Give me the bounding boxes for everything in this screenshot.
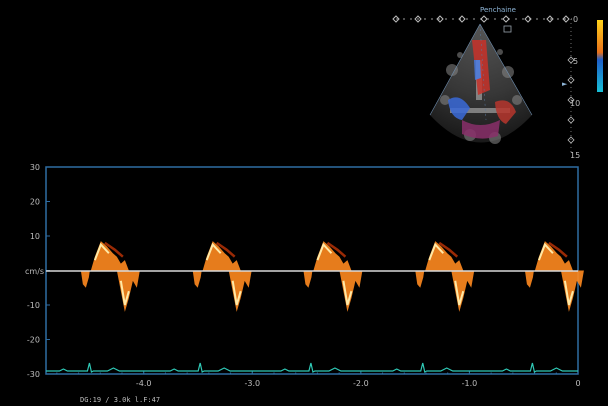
doppler-envelope: [524, 270, 534, 288]
velocity-tick-label: 10: [30, 232, 40, 241]
doppler-cycle: [524, 241, 584, 312]
doppler-fringe: [326, 241, 347, 258]
doppler-cycle: [80, 241, 140, 312]
velocity-unit-label: cm/s: [25, 267, 44, 276]
sample-volume-icon: [503, 25, 512, 33]
doppler-core: [93, 242, 130, 306]
time-axis: -4.0 -3.0 -2.0 -1.0 0: [136, 379, 581, 388]
doppler-envelope: [303, 270, 313, 288]
time-tick-label: -3.0: [244, 379, 260, 388]
time-tick-label: 0: [575, 379, 580, 388]
spectral-doppler-panel: [45, 166, 584, 375]
echo-sector-image: [429, 23, 533, 144]
preset-label: Penchaine: [480, 6, 516, 14]
doppler-fringe: [104, 241, 124, 258]
velocity-tick-label: -30: [27, 370, 40, 379]
focus-marker-icon: ►: [562, 80, 568, 88]
doppler-core: [316, 242, 353, 306]
color-velocity-bar: [597, 20, 603, 92]
velocity-axis: 30 20 10 -10 -20 -30: [27, 163, 40, 379]
doppler-envelope: [192, 270, 202, 288]
doppler-envelope: [80, 270, 90, 288]
doppler-fringe: [438, 241, 459, 258]
doppler-fringe: [215, 241, 236, 258]
doppler-fringe: [548, 241, 568, 258]
time-tick-label: -1.0: [462, 379, 478, 388]
doppler-core: [537, 242, 574, 306]
doppler-core: [205, 242, 242, 306]
doppler-cycle: [192, 241, 252, 312]
time-tick-label: -2.0: [353, 379, 369, 388]
depth-label-10: 10: [570, 99, 580, 108]
doppler-cycle: [303, 241, 363, 312]
ecg-trace: [46, 362, 578, 373]
velocity-tick-label: -10: [27, 301, 40, 310]
status-line: DG:19 / 3.0k l.F:47: [80, 396, 160, 404]
depth-scale: 0 5 10 15 ►: [562, 15, 580, 160]
depth-label-5: 5: [573, 57, 578, 66]
doppler-cycle: [415, 241, 475, 312]
header-dotted-line: [392, 15, 572, 23]
doppler-envelope: [415, 270, 425, 288]
doppler-core: [428, 242, 465, 306]
depth-label-15: 15: [570, 151, 580, 160]
velocity-tick-label: 30: [30, 163, 40, 172]
velocity-tick-label: -20: [27, 336, 40, 345]
depth-label-0: 0: [573, 15, 578, 24]
time-tick-label: -4.0: [136, 379, 152, 388]
velocity-tick-label: 20: [30, 198, 40, 207]
